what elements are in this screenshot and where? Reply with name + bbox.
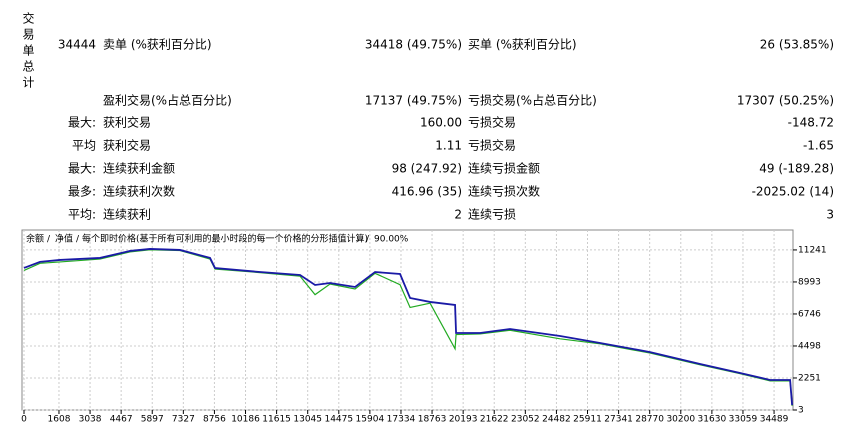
y-tick-label: 4498 [798,341,821,351]
right-label: 连续亏损金额 [468,161,540,176]
legend-sep: / [76,235,80,245]
right-value: -2025.02 (14) [752,185,834,199]
x-tick-label: 11615 [262,415,291,425]
row-prefix: 最大: [68,116,96,130]
x-tick-label: 20193 [449,415,478,425]
left-label: 获利交易 [103,138,151,153]
left-value: 2 [454,208,462,222]
row-prefix: 平均: [68,208,96,222]
legend-note: 每个即时价格(基于所有可利用的最小时段的每一个价格的分形插值计算) [82,233,368,245]
x-tick-label: 15904 [356,415,385,425]
x-tick-label: 24482 [542,415,571,425]
x-tick-label: 28770 [635,415,664,425]
right-label: 连续亏损 [468,207,516,222]
x-tick-label: 0 [21,415,27,425]
balance-line [23,248,794,406]
row-prefix: 最多: [68,185,96,199]
right-value: -1.65 [803,139,834,153]
left-value: 34418 (49.75%) [365,38,462,52]
row-prefix: 最大: [68,162,96,176]
x-tick-label: 33059 [729,415,758,425]
x-tick-label: 7327 [172,415,195,425]
left-value: 98 (247.92) [392,162,462,176]
x-tick-label: 5897 [141,415,164,425]
left-label: 获利交易 [103,115,151,130]
left-value: 1.11 [435,139,462,153]
left-label: 卖单 (%获利百分比) [103,38,212,52]
x-tick-label: 1608 [48,415,71,425]
right-value: 26 (53.85%) [760,38,834,52]
left-value: 416.96 (35) [392,185,462,199]
left-value: 17137 (49.75%) [365,94,462,108]
x-tick-label: 31630 [698,415,727,425]
right-value: 17307 (50.25%) [737,94,834,108]
x-tick-label: 14475 [324,415,353,425]
left-label: 连续获利 [103,207,151,222]
legend-sep: / [47,235,51,245]
left-value: 160.00 [420,116,462,130]
row-prefix: 平均 [72,139,96,153]
x-tick-label: 34489 [760,415,789,425]
y-tick-label: 3 [798,406,804,416]
summary-title: 交易单总计 [21,11,35,92]
x-tick-label: 21622 [480,415,509,425]
right-label: 亏损交易 [468,115,516,130]
x-tick-label: 17334 [387,415,416,425]
y-tick-label: 6746 [798,309,821,319]
chart-frame [21,229,794,411]
y-tick-label: 11241 [798,245,827,255]
x-tick-label: 10186 [231,415,260,425]
x-tick-label: 23052 [511,415,540,425]
left-label: 连续获利金额 [103,161,175,176]
right-label: 亏损交易(%占总百分比) [468,93,597,108]
x-tick-label: 18763 [418,415,447,425]
right-label: 买单 (%获利百分比) [468,38,577,52]
y-tick-label: 2251 [798,373,821,383]
right-label: 连续亏损次数 [468,184,540,199]
legend-balance: 余额 [26,233,44,245]
x-tick-label: 30200 [666,415,695,425]
right-label: 亏损交易 [468,138,516,153]
legend-quality: 90.00% [374,235,409,245]
x-tick-label: 13045 [293,415,322,425]
right-value: -148.72 [788,116,834,130]
x-tick-label: 27341 [604,415,633,425]
x-tick-label: 3038 [79,415,102,425]
left-label: 盈利交易(%占总百分比) [103,93,232,108]
x-tick-label: 4467 [110,415,133,425]
x-tick-label: 25911 [573,415,602,425]
total-trades: 34444 [58,38,96,52]
legend-sep: / [366,235,370,245]
y-tick-label: 8993 [798,277,821,287]
x-tick-label: 8756 [203,415,226,425]
left-label: 连续获利次数 [103,184,175,199]
legend-equity: 净值 [55,233,73,245]
right-value: 49 (-189.28) [759,162,834,176]
right-value: 3 [826,208,834,222]
